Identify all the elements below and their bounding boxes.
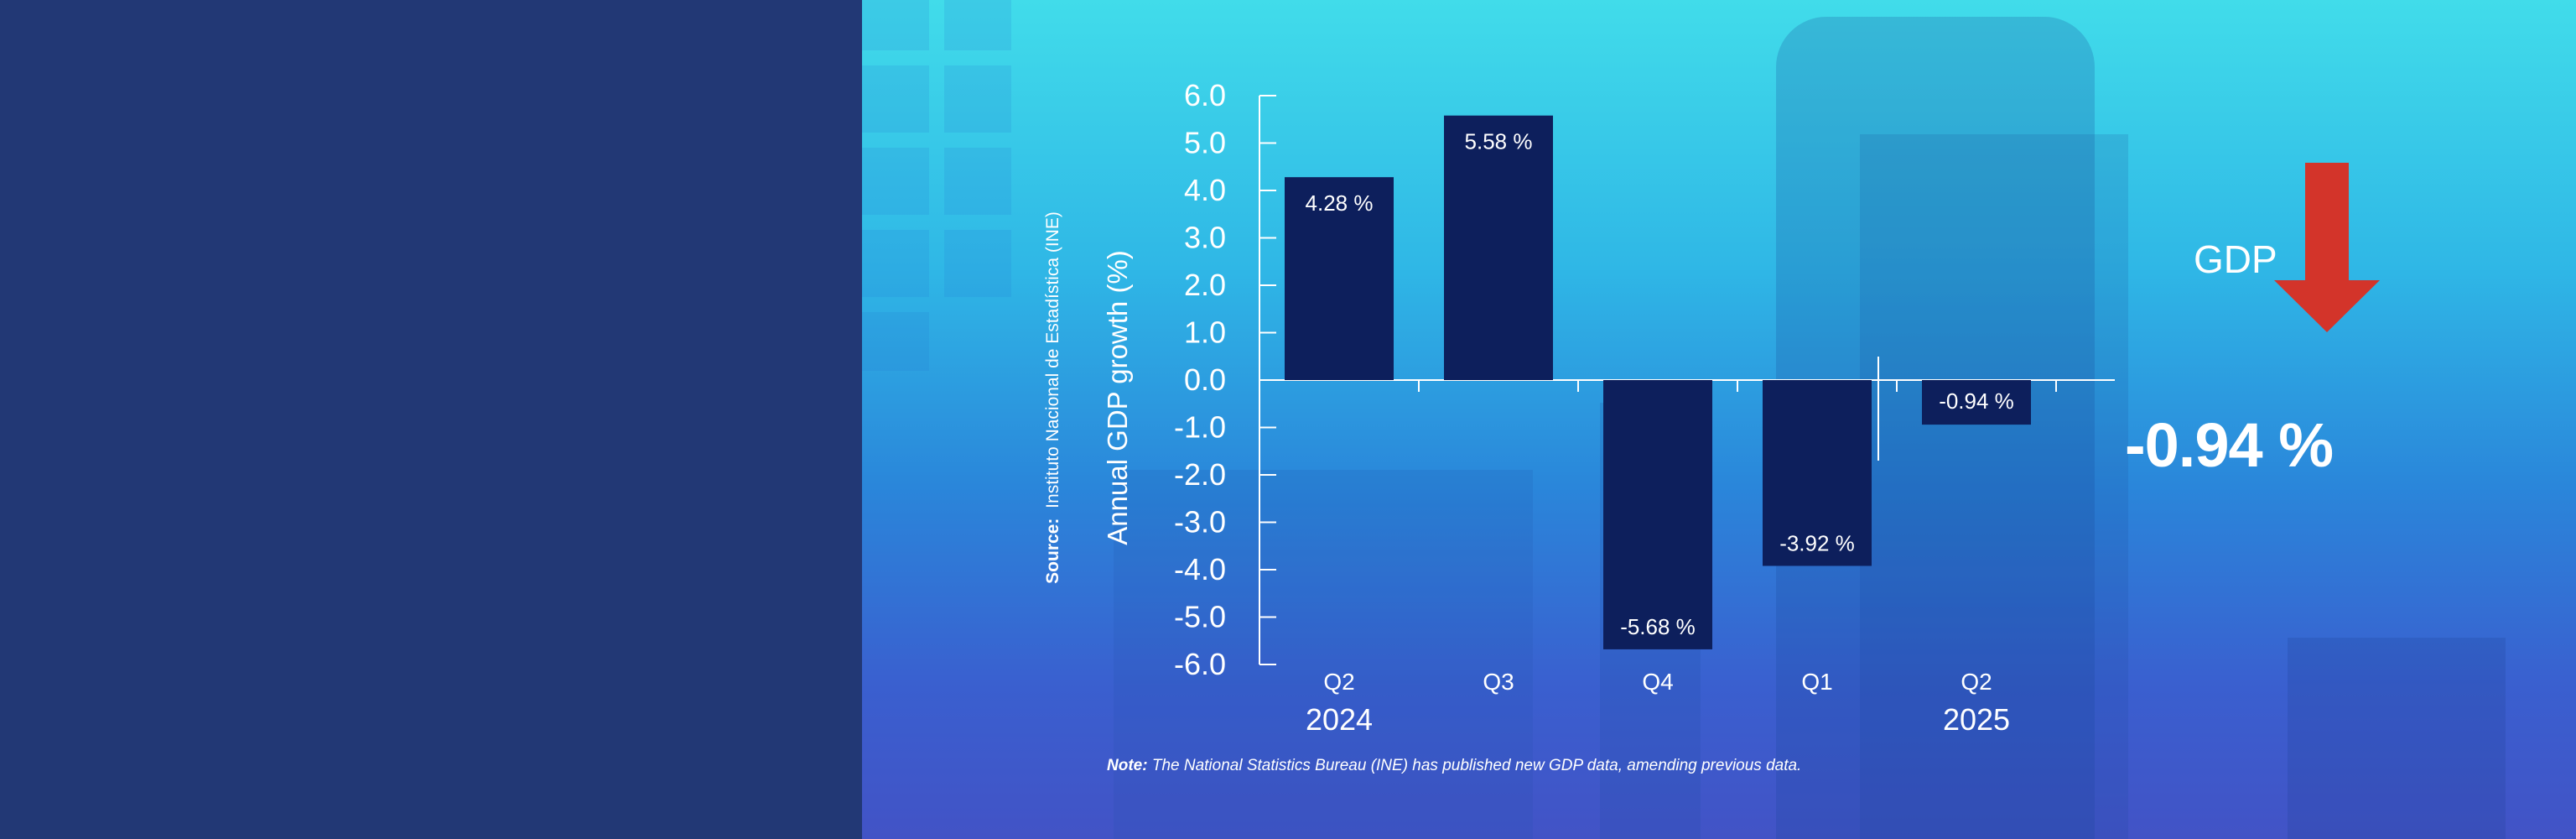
y-tick-label: -1.0 bbox=[1174, 410, 1226, 445]
year-label: 2024 bbox=[1306, 702, 1373, 737]
bar bbox=[1285, 177, 1394, 380]
bar bbox=[1922, 380, 2031, 425]
bar-value-label: -5.68 % bbox=[1620, 614, 1696, 639]
y-tick-label: 3.0 bbox=[1184, 221, 1226, 255]
bar bbox=[1444, 115, 1553, 381]
y-tick-label: -6.0 bbox=[1174, 647, 1226, 681]
chart-note: Note: The National Statistics Bureau (IN… bbox=[1107, 757, 1801, 775]
bar bbox=[1763, 380, 1872, 566]
window-tile bbox=[862, 148, 929, 215]
right-building bbox=[2288, 638, 2506, 839]
left-panel bbox=[0, 0, 862, 839]
source-credit: Source: Instituto Nacional de Estadístic… bbox=[1043, 211, 1062, 584]
gdp-headline-value: -0.94 % bbox=[2125, 410, 2334, 480]
note-label: Note: bbox=[1107, 757, 1148, 774]
x-category-label: Q1 bbox=[1801, 669, 1832, 695]
chart-labels: 6.0 5.0 4.0 3.0 2.0 1.0 0.0 -1.0 -2.0 -3.0 -4.0 -5.… bbox=[1174, 78, 2014, 737]
y-tick-label: 2.0 bbox=[1184, 268, 1226, 302]
window-tile bbox=[944, 0, 1011, 50]
source-text: Instituto Nacional de Estadística (INE) bbox=[1043, 211, 1062, 508]
background-photo bbox=[862, 0, 2576, 839]
office-tower-front bbox=[1860, 134, 2128, 839]
chart-bars bbox=[1285, 115, 2031, 649]
y-tick-label: -2.0 bbox=[1174, 457, 1226, 492]
source-label: Source: bbox=[1043, 519, 1062, 584]
bar-value-label: 5.58 % bbox=[1465, 129, 1533, 154]
y-tick-label: 4.0 bbox=[1184, 173, 1226, 207]
low-building bbox=[1114, 470, 1533, 839]
note-text: The National Statistics Bureau (INE) has… bbox=[1151, 757, 1802, 774]
y-tick-label: -3.0 bbox=[1174, 505, 1226, 539]
x-category-label: Q3 bbox=[1483, 669, 1514, 695]
bar-value-label: -3.92 % bbox=[1779, 530, 1855, 555]
bar-value-label: -0.94 % bbox=[1939, 388, 2014, 414]
bar bbox=[1603, 380, 1712, 649]
window-tile bbox=[862, 312, 929, 371]
year-label: 2025 bbox=[1943, 702, 2010, 737]
x-category-label: Q4 bbox=[1642, 669, 1673, 695]
window-tile bbox=[862, 65, 929, 133]
window-tile bbox=[944, 65, 1011, 133]
gdp-label: GDP bbox=[2194, 237, 2277, 281]
window-tile bbox=[944, 148, 1011, 215]
x-category-label: Q2 bbox=[1961, 669, 1992, 695]
y-tick-label: 1.0 bbox=[1184, 315, 1226, 350]
y-tick-label: -5.0 bbox=[1174, 600, 1226, 634]
y-tick-label: 0.0 bbox=[1184, 362, 1226, 397]
window-tile bbox=[862, 0, 929, 50]
x-category-label: Q2 bbox=[1323, 669, 1354, 695]
bar-value-label: 4.28 % bbox=[1306, 190, 1374, 216]
down-arrow-icon bbox=[2274, 163, 2380, 332]
window-tile bbox=[944, 230, 1011, 297]
y-tick-label: 5.0 bbox=[1184, 126, 1226, 160]
y-tick-label: -4.0 bbox=[1174, 552, 1226, 586]
window-tile bbox=[862, 230, 929, 297]
y-tick-label: 6.0 bbox=[1184, 78, 1226, 112]
y-axis-label: Annual GDP growth (%) bbox=[1102, 250, 1133, 545]
